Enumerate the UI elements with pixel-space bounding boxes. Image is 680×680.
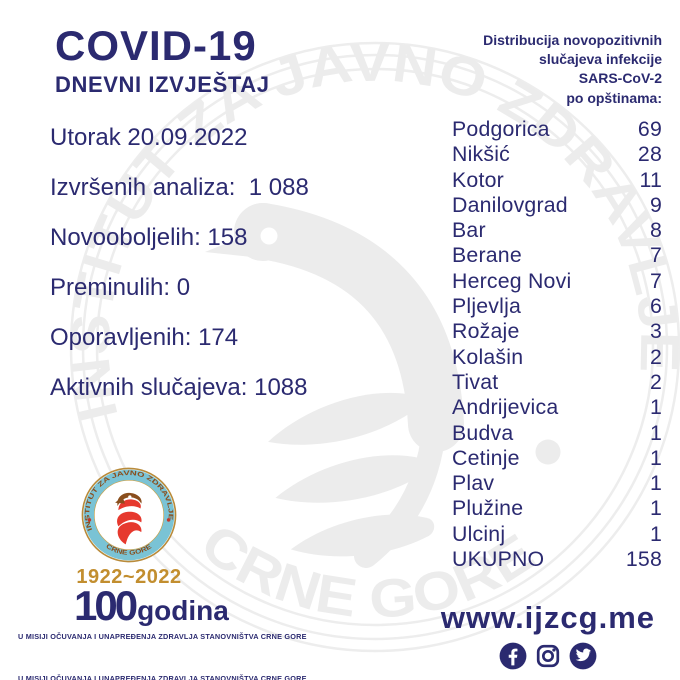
municipality-count: 1 bbox=[649, 471, 662, 496]
municipality-total-row: UKUPNO 158 bbox=[452, 547, 662, 572]
municipality-name: Plav bbox=[452, 471, 495, 496]
municipality-name: Berane bbox=[452, 243, 522, 268]
municipality-row: Nikšić 28 bbox=[452, 142, 662, 167]
municipality-count: 1 bbox=[649, 445, 662, 470]
stat-line: Novooboljelih: 158 bbox=[50, 224, 248, 251]
instagram-icon[interactable] bbox=[534, 642, 562, 670]
distribution-heading-line: SARS-CoV-2 bbox=[578, 70, 662, 87]
municipality-row: Berane 7 bbox=[452, 243, 662, 268]
facebook-icon[interactable] bbox=[499, 642, 527, 670]
centenary-number: 100 bbox=[74, 582, 138, 629]
municipality-row: Plav 1 bbox=[452, 471, 662, 496]
municipality-count: 3 bbox=[649, 319, 662, 344]
stat-line: Aktivnih slučajeva: 1088 bbox=[50, 374, 308, 401]
municipality-table: Podgorica 69 Nikšić 28 Kotor 11 Danilovgrad 9 Ba… bbox=[452, 117, 662, 572]
stat-line: Oporavljenih: 174 bbox=[50, 324, 239, 351]
stat-line: Preminulih: 0 bbox=[50, 274, 191, 301]
municipality-row: Cetinje 1 bbox=[452, 446, 662, 471]
municipality-row: Bar 8 bbox=[452, 218, 662, 243]
municipality-name: Cetinje bbox=[452, 445, 520, 470]
distribution-heading-line: po opštinama: bbox=[566, 89, 662, 106]
municipality-name: Danilovgrad bbox=[452, 192, 568, 217]
municipality-count: 28 bbox=[637, 142, 662, 167]
municipality-row: Andrijevica 1 bbox=[452, 395, 662, 420]
municipality-row: Rožaje 3 bbox=[452, 319, 662, 344]
municipality-name: Herceg Novi bbox=[452, 268, 572, 293]
municipality-row: Budva 1 bbox=[452, 421, 662, 446]
municipality-count: 9 bbox=[649, 192, 662, 217]
municipality-count: 69 bbox=[637, 117, 662, 141]
municipality-name: Bar bbox=[452, 218, 486, 243]
municipality-count: 1 bbox=[649, 420, 662, 445]
municipality-count: 1 bbox=[649, 521, 662, 546]
municipality-name: Nikšić bbox=[452, 142, 510, 167]
social-icons-row bbox=[499, 642, 597, 670]
website-link[interactable]: www.ijzcg.me bbox=[440, 600, 655, 635]
municipality-row: Plužine 1 bbox=[452, 496, 662, 521]
municipality-count: 7 bbox=[649, 268, 662, 293]
page-subtitle: DNEVNI IZVJEŠTAJ bbox=[55, 72, 270, 97]
municipality-row: Ulcinj 1 bbox=[452, 522, 662, 547]
centenary-logo: 100 godina bbox=[74, 582, 229, 629]
municipality-count: 2 bbox=[649, 369, 662, 394]
page-title: COVID-19 bbox=[55, 22, 257, 69]
institute-badge-logo: INSTITUT ZA JAVNO ZDRAVLJE CRNE GORE bbox=[81, 467, 177, 563]
stats-list: Izvršenih analiza: 1 088 Novooboljelih: 1… bbox=[50, 174, 309, 424]
mission-tagline-cropped: U MISIJI OČUVANJA I UNAPREĐENJA ZDRAVLJA… bbox=[18, 674, 307, 680]
centenary-word: godina bbox=[137, 595, 229, 626]
municipality-row: Herceg Novi 7 bbox=[452, 269, 662, 294]
municipality-row: Kolašin 2 bbox=[452, 345, 662, 370]
distribution-heading-line: Distribucija novopozitivnih bbox=[483, 32, 662, 48]
municipality-count: 6 bbox=[649, 294, 662, 319]
municipality-name: Podgorica bbox=[452, 117, 550, 141]
twitter-icon[interactable] bbox=[569, 642, 597, 670]
municipality-name: Rožaje bbox=[452, 319, 520, 344]
municipality-name: Kolašin bbox=[452, 344, 524, 369]
municipality-count: 8 bbox=[649, 218, 662, 243]
municipality-row: Tivat 2 bbox=[452, 370, 662, 395]
municipality-name: Plužine bbox=[452, 496, 524, 521]
municipality-name: Andrijevica bbox=[452, 395, 559, 420]
distribution-heading: Distribucija novopozitivnih slučajeva inf… bbox=[483, 31, 662, 108]
municipality-count: 7 bbox=[649, 243, 662, 268]
municipality-row: Kotor 11 bbox=[452, 168, 662, 193]
municipality-row: Pljevlja 6 bbox=[452, 294, 662, 319]
mission-tagline: U MISIJI OČUVANJA I UNAPREĐENJA ZDRAVLJA… bbox=[18, 632, 307, 641]
municipality-name: Ulcinj bbox=[452, 521, 506, 546]
municipality-name: Tivat bbox=[452, 369, 499, 394]
municipality-count: 2 bbox=[649, 344, 662, 369]
municipality-name: Budva bbox=[452, 420, 514, 445]
municipality-name: UKUPNO bbox=[452, 547, 545, 572]
distribution-heading-line: slučajeva infekcije bbox=[539, 51, 662, 68]
municipality-count: 1 bbox=[649, 496, 662, 521]
municipality-count: 11 bbox=[639, 167, 662, 192]
municipality-name: Pljevlja bbox=[452, 294, 522, 319]
municipality-row: Danilovgrad 9 bbox=[452, 193, 662, 218]
stat-line: Izvršenih analiza: 1 088 bbox=[50, 174, 309, 201]
municipality-count: 158 bbox=[625, 547, 662, 572]
municipality-row: Podgorica 69 bbox=[452, 117, 662, 142]
municipality-name: Kotor bbox=[452, 167, 504, 192]
report-date: Utorak 20.09.2022 bbox=[50, 124, 248, 151]
municipality-count: 1 bbox=[649, 395, 662, 420]
